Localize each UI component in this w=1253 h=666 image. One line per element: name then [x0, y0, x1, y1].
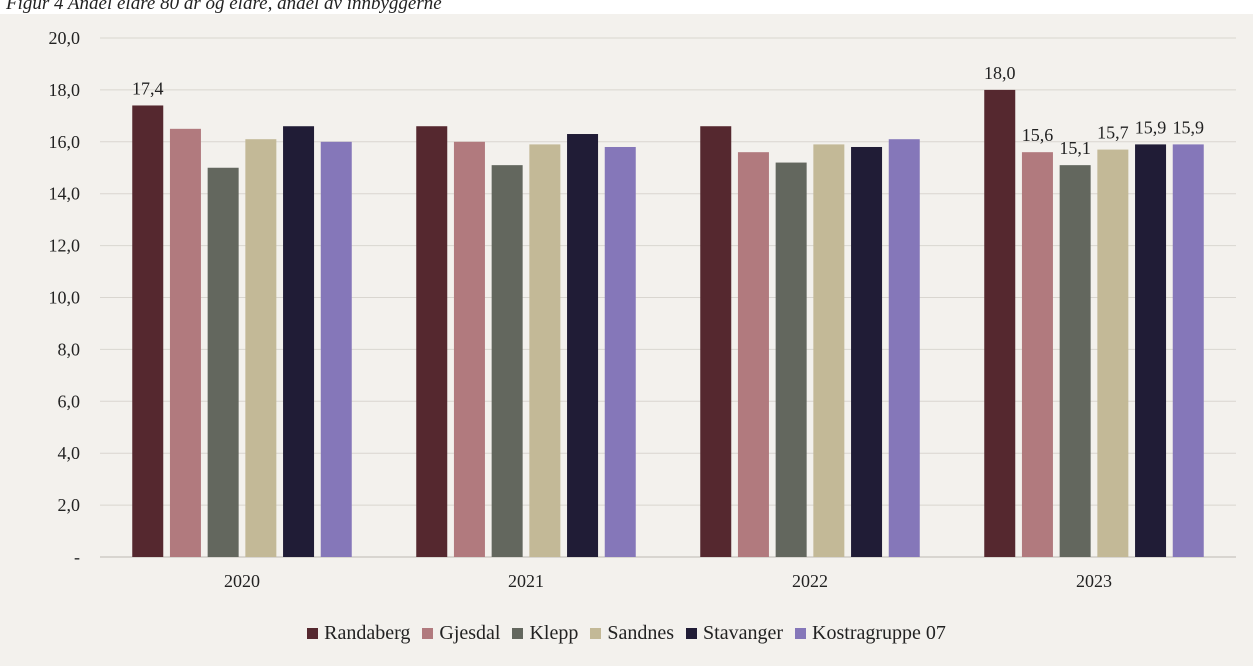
bar [700, 126, 732, 557]
bar-chart: - 2,0 4,0 6,0 8,0 10,0 12,0 14,0 16,0 18,0 20,0 17,… [49, 28, 1236, 591]
legend-swatch [686, 628, 698, 639]
bar [775, 162, 807, 557]
legend-item: Sandnes [590, 622, 674, 645]
y-tick-label: - [74, 547, 80, 567]
y-tick-label: 8,0 [58, 339, 81, 359]
legend-swatch [590, 628, 602, 639]
data-label: 15,7 [1097, 123, 1129, 143]
legend-item: Klepp [512, 622, 578, 645]
legend-label: Randaberg [324, 622, 411, 644]
figure-caption: Figur 4 Andel eldre 80 år og eldre, ande… [6, 0, 442, 14]
bar [888, 139, 920, 557]
bar [453, 141, 485, 558]
bar [737, 152, 769, 557]
legend-label: Sandnes [607, 622, 675, 644]
data-label: 15,9 [1135, 117, 1167, 137]
legend-item: Randaberg [307, 622, 410, 645]
x-tick-label: 2021 [508, 571, 544, 591]
y-tick-label: 2,0 [58, 495, 81, 515]
bar [984, 89, 1016, 558]
bar [245, 139, 277, 557]
y-tick-label: 10,0 [49, 288, 81, 308]
bar [416, 126, 448, 557]
data-label: 17,4 [132, 78, 164, 98]
x-tick-label: 2023 [1076, 571, 1112, 591]
y-tick-label: 16,0 [49, 132, 81, 152]
x-tick-label: 2022 [792, 571, 828, 591]
y-tick-label: 14,0 [49, 184, 81, 204]
bar [283, 126, 315, 557]
y-tick-label: 20,0 [49, 28, 81, 48]
bar [1059, 165, 1091, 557]
bar [1135, 144, 1167, 557]
legend-swatch [512, 628, 524, 639]
legend-label: Klepp [529, 622, 579, 644]
legend-label: Kostragruppe 07 [812, 622, 946, 644]
bar [320, 141, 352, 558]
legend-swatch [307, 628, 319, 639]
bar [567, 134, 599, 557]
bar [529, 144, 561, 557]
legend-item: Stavanger [686, 622, 783, 645]
chart-legend: Randaberg Gjesdal Klepp Sandnes Stavanger Kos… [0, 622, 1253, 645]
data-label: 15,1 [1059, 138, 1091, 158]
bar [132, 105, 164, 557]
data-label: 18,0 [984, 63, 1016, 83]
legend-label: Gjesdal [439, 622, 501, 644]
legend-label: Stavanger [703, 622, 784, 644]
bar [1021, 152, 1053, 557]
y-tick-label: 4,0 [58, 443, 81, 463]
bar [1097, 149, 1129, 557]
y-tick-label: 18,0 [49, 80, 81, 100]
y-tick-label: 12,0 [49, 236, 81, 256]
y-tick-label: 6,0 [58, 391, 81, 411]
x-tick-label: 2020 [224, 571, 260, 591]
bar [207, 167, 239, 557]
bar [169, 128, 201, 557]
bar [604, 146, 636, 558]
bar [491, 165, 523, 557]
bar [813, 144, 845, 557]
bar [851, 146, 883, 558]
legend-item: Gjesdal [422, 622, 500, 645]
bar [1172, 144, 1204, 557]
data-label: 15,9 [1173, 117, 1205, 137]
chart-area: - 2,0 4,0 6,0 8,0 10,0 12,0 14,0 16,0 18,0 20,0 17,… [0, 14, 1253, 666]
legend-swatch [422, 628, 434, 639]
legend-item: Kostragruppe 07 [795, 622, 946, 645]
legend-swatch [795, 628, 807, 639]
data-label: 15,6 [1022, 125, 1054, 145]
